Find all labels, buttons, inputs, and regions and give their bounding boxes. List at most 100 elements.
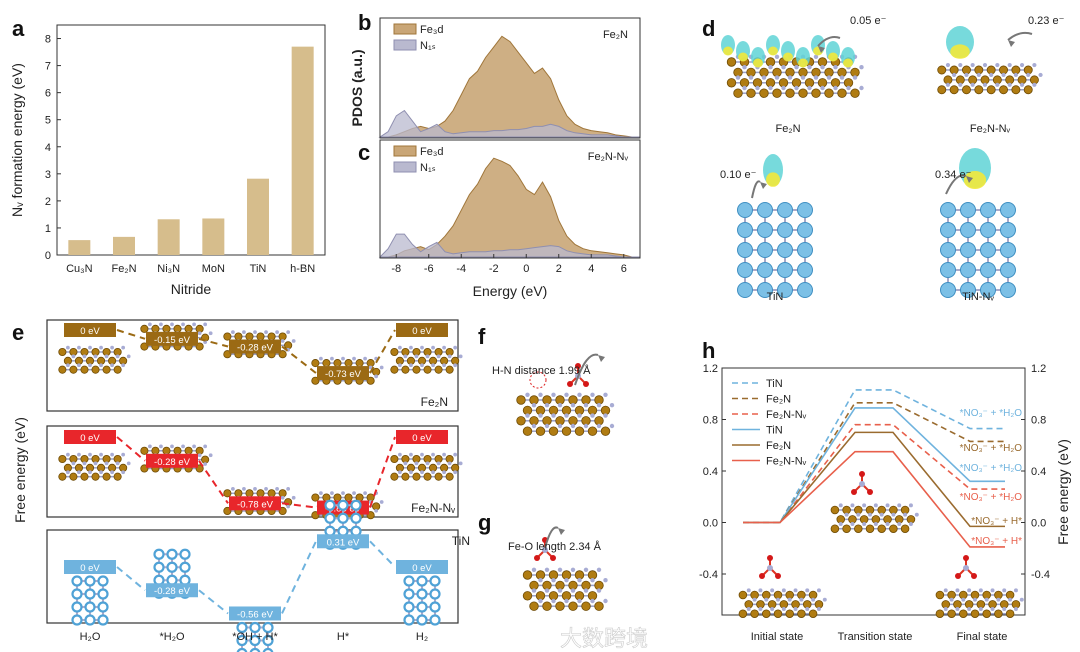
- area-fe3d: [380, 157, 640, 258]
- no3-molecule-icon: [955, 555, 977, 579]
- y-axis-label: PDOS (a.u.): [349, 49, 365, 126]
- legend-label: N₁ₛ: [420, 162, 436, 174]
- x-tick-label: TiN: [250, 263, 267, 275]
- x-tick-label: 4: [588, 263, 594, 275]
- legend-swatch: [393, 23, 417, 35]
- legend-label: Fe₂N: [766, 394, 791, 406]
- final-state-label: *NO₃⁻ + *H₂O: [960, 492, 1023, 503]
- tin-structure-image: [403, 575, 441, 626]
- area-n1s: [378, 233, 640, 258]
- structure-tin-nv: [940, 148, 1016, 298]
- energy-level-box: [64, 430, 116, 444]
- annotation: H-N distance 1.99 Å: [492, 364, 591, 377]
- panel-label-d: d: [702, 16, 715, 41]
- energy-value: 0 eV: [412, 433, 432, 444]
- legend-label: TiN: [766, 378, 783, 390]
- charge-density-blob: [738, 52, 748, 62]
- y-tick-label: 5: [45, 115, 51, 127]
- final-state-label: *NO₃⁻ + *H₂O: [960, 408, 1023, 419]
- legend-swatch: [393, 145, 417, 157]
- energy-level-box: [317, 366, 369, 381]
- energy-level-box: [317, 534, 369, 549]
- state-label: H₂O: [80, 631, 101, 643]
- structure-fe2n-nv: [937, 26, 1043, 95]
- energy-value: 0 eV: [80, 433, 100, 444]
- x-category-label: Transition state: [838, 631, 913, 643]
- charge-density-blob: [828, 52, 838, 62]
- annotation: Fe-O length 2.34 Å: [508, 540, 602, 553]
- legend-label: Fe₂N-Nᵥ: [766, 456, 807, 468]
- energy-level-box: [396, 560, 448, 574]
- charge-density-blob: [768, 46, 778, 56]
- energy-level-box: [396, 430, 448, 444]
- panel-a-bar-chart: 0 1 2 3 4 5 6 7 8 Cu₃N Fe₂N Ni₃N MoN TiN h-BN Nitride Nᵥ…: [9, 24, 326, 297]
- energy-value: -0.78 eV: [237, 499, 274, 510]
- charge-transfer-arrow: [574, 353, 599, 386]
- structure-label: Fe₂N: [775, 123, 800, 135]
- no3-molecule-icon: [851, 471, 873, 495]
- arrow-head-icon: [760, 182, 767, 189]
- plot-frame: [56, 24, 326, 256]
- fe2n-structure-image: [390, 345, 463, 374]
- charge-transfer-value: 0.05 e⁻: [850, 15, 887, 27]
- energy-value: 0 eV: [80, 563, 100, 574]
- panel-label-c: c: [358, 140, 370, 165]
- no3-molecule-icon: [759, 555, 781, 579]
- y-tick-label-right: 0.4: [1031, 466, 1046, 478]
- state-label: *OH + H*: [232, 631, 278, 643]
- energy-connector: [369, 329, 396, 374]
- state-label: *H₂O: [159, 631, 184, 643]
- x-tick-label: -2: [489, 263, 499, 275]
- fe2n-structure-image: [738, 588, 827, 618]
- bar-Fe₂N: [113, 236, 135, 255]
- panel-b-pdos-chart: Fe₃d N₁ₛ Fe₂N: [378, 17, 641, 139]
- x-tick-label: 6: [621, 263, 627, 275]
- fe2n-structure-image: [937, 62, 1043, 95]
- fe2n-structure-image: [935, 588, 1024, 618]
- fe2n-structure-image: [516, 392, 615, 436]
- y-axis-label: Free energy (eV): [1055, 439, 1071, 545]
- y-tick-label: 7: [45, 61, 51, 73]
- fe2n-structure-image: [830, 503, 919, 533]
- y-tick-label: 0: [45, 250, 51, 262]
- energy-connector: [198, 589, 229, 615]
- energy-level-box: [64, 560, 116, 574]
- x-tick-label: -4: [456, 263, 466, 275]
- charge-transfer-arrow: [751, 180, 761, 199]
- energy-value: -0.56 eV: [237, 609, 274, 620]
- final-state-label: *NO₃⁻ + *H₂O: [960, 463, 1023, 474]
- legend-swatch: [393, 39, 417, 51]
- state-label: H₂: [416, 631, 428, 643]
- legend-label: N₁ₛ: [420, 40, 436, 52]
- x-category-label: Final state: [957, 631, 1008, 643]
- y-axis-label: Nᵥ formation energy (eV): [9, 63, 25, 217]
- panel-c-pdos-chart: Fe₃d N₁ₛ Fe₂N-Nᵥ -8 -6 -4 -2 0 2 4 6 Energy (eV) PDO…: [349, 49, 641, 299]
- bar-Ni₃N: [157, 219, 180, 255]
- energy-value: 0 eV: [80, 326, 100, 337]
- energy-value: -0.28 eV: [154, 457, 191, 468]
- fe2n-structure-image: [58, 345, 131, 374]
- energy-value: 0 eV: [412, 563, 432, 574]
- panel-label-h: h: [702, 338, 715, 363]
- y-tick-label: 8: [45, 34, 51, 46]
- energy-connector: [281, 345, 317, 374]
- no3-molecule-icon: [534, 537, 556, 561]
- energy-value: -0.73 eV: [325, 369, 362, 380]
- x-tick-label: Ni₃N: [157, 263, 180, 275]
- x-tick-label: -6: [424, 263, 434, 275]
- diagram-label: Fe₂N-Nᵥ: [411, 501, 455, 515]
- fe2n-structure-image: [522, 567, 608, 611]
- highlight-circle: [529, 371, 547, 389]
- y-tick-label-right: -0.4: [1031, 569, 1050, 581]
- diagram-frame: [46, 319, 459, 412]
- y-axis-label: Free energy (eV): [12, 417, 28, 523]
- charge-density-blob: [843, 58, 853, 68]
- panel-label-e: e: [12, 320, 24, 345]
- tin-structure-image: [236, 621, 274, 652]
- y-tick-label-left: 0.4: [703, 466, 718, 478]
- panel-g-structure: Fe-O length 2.34 Å: [508, 526, 608, 611]
- bar-Cu₃N: [68, 240, 91, 255]
- charge-transfer-arrow: [817, 36, 841, 47]
- legend-label: TiN: [766, 425, 783, 437]
- y-tick-label: 3: [45, 169, 51, 181]
